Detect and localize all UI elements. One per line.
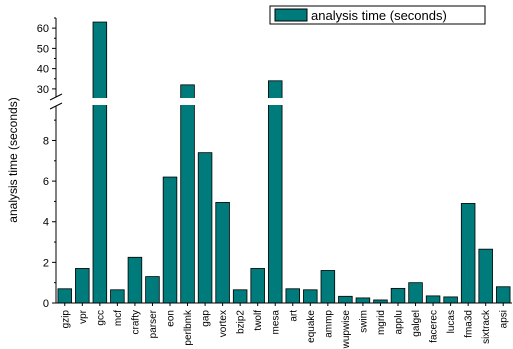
bar-sixtrack bbox=[478, 248, 493, 304]
legend-box bbox=[269, 5, 486, 25]
y-tick-label: 4 bbox=[43, 217, 49, 229]
bar-break-gap bbox=[179, 98, 196, 105]
bar-vpr bbox=[75, 268, 90, 304]
bar-vortex bbox=[215, 202, 230, 304]
x-tick-label: apsi bbox=[499, 310, 510, 328]
x-tick-label: bzip2 bbox=[236, 310, 247, 334]
bar-ammp bbox=[320, 270, 336, 304]
x-tick-label: facerec bbox=[429, 310, 440, 343]
bar-facerec bbox=[425, 295, 441, 304]
bar-swim bbox=[355, 297, 371, 304]
axis-break-mark bbox=[49, 102, 63, 110]
y-axis-title: analysis time (seconds) bbox=[6, 97, 20, 222]
bars-group bbox=[57, 21, 511, 304]
bar-fma3d bbox=[460, 203, 476, 304]
x-tick-label: gcc bbox=[95, 310, 106, 326]
bar-gzip bbox=[57, 288, 73, 304]
x-tick-label: perlbmk bbox=[183, 309, 194, 346]
bar-break-gap bbox=[92, 98, 108, 105]
x-tick-label: vpr bbox=[78, 309, 89, 324]
y-tick-label: 30 bbox=[37, 84, 49, 96]
y-tick-label: 60 bbox=[37, 23, 49, 35]
x-tick-label: mgrid bbox=[376, 310, 387, 335]
bar-gcc bbox=[92, 21, 108, 304]
x-tick-label: applu bbox=[394, 310, 405, 334]
x-tick-label: gap bbox=[201, 310, 212, 327]
bar-twolf bbox=[250, 268, 265, 304]
bar-applu bbox=[390, 287, 406, 304]
bar-equake bbox=[303, 289, 318, 304]
x-tick-label: fma3d bbox=[464, 310, 475, 338]
bar-galgel bbox=[408, 282, 423, 304]
legend-swatch bbox=[274, 8, 308, 22]
y-tick-label: 2 bbox=[43, 257, 49, 269]
bar-wupwise bbox=[338, 295, 353, 304]
x-tick-label: galgel bbox=[411, 310, 422, 337]
y-tick-label: 40 bbox=[37, 64, 49, 76]
bar-break-gap bbox=[267, 98, 284, 105]
bar-eon bbox=[162, 176, 178, 304]
bar-parser bbox=[145, 276, 160, 304]
x-tick-label: equake bbox=[306, 310, 317, 343]
bar-perlbmk bbox=[180, 84, 195, 304]
axis-break-mark bbox=[49, 93, 63, 101]
bar-gap bbox=[197, 152, 213, 304]
bar-crafty bbox=[127, 256, 143, 304]
x-tick-label: twolf bbox=[253, 310, 264, 331]
bar-apsi bbox=[495, 286, 511, 304]
x-tick-label: ammp bbox=[323, 310, 334, 338]
legend-label: analysis time (seconds) bbox=[311, 8, 447, 23]
legend: analysis time (seconds) bbox=[269, 5, 486, 25]
x-tick-label: wupwise bbox=[341, 310, 352, 349]
axes-group bbox=[49, 18, 512, 304]
x-tick-label: sixtrack bbox=[481, 309, 492, 344]
x-tick-label: swim bbox=[358, 310, 369, 333]
axis-break-marks bbox=[49, 93, 63, 110]
x-tick-label: crafty bbox=[130, 310, 141, 334]
x-tick-label: eon bbox=[166, 310, 177, 327]
x-labels-group: gzip vpr gcc mcf crafty parser eon perlbmk gap vo… bbox=[60, 303, 510, 349]
x-tick-label: mesa bbox=[271, 310, 282, 335]
x-tick-label: vortex bbox=[218, 310, 229, 337]
y-tick-label: 6 bbox=[43, 176, 49, 188]
y-tick-label: 0 bbox=[43, 298, 49, 310]
x-tick-label: lucas bbox=[446, 310, 457, 333]
bar-art bbox=[285, 288, 301, 304]
x-tick-label: mcf bbox=[113, 310, 124, 326]
x-tick-label: art bbox=[288, 310, 299, 322]
bar-bzip2 bbox=[232, 289, 248, 304]
y-tick-label: 8 bbox=[43, 135, 49, 147]
y-tick-label: 50 bbox=[37, 43, 49, 55]
bar-mesa bbox=[267, 80, 283, 304]
y-ticks-group: 0 2 4 6 8 30 40 50 60 bbox=[37, 17, 56, 310]
x-tick-label: gzip bbox=[60, 310, 71, 329]
x-tick-label: parser bbox=[148, 309, 159, 338]
bar-mcf bbox=[110, 289, 125, 304]
bar-lucas bbox=[443, 296, 458, 304]
